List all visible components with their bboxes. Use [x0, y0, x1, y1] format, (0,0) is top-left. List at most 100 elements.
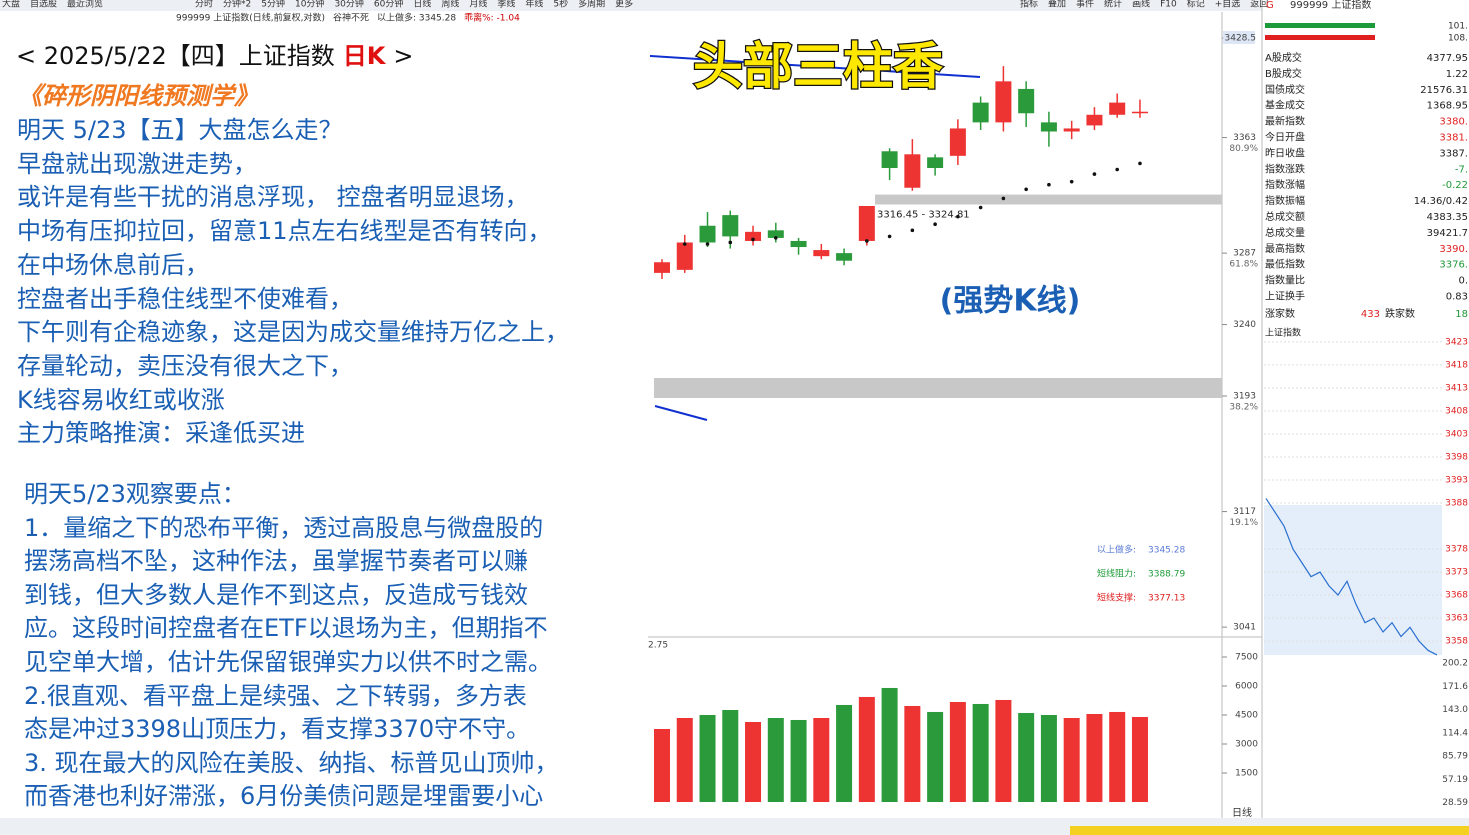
row-label: 昨日收盘: [1265, 146, 1305, 159]
row-value: 0.83: [1446, 292, 1468, 303]
candle-body: [927, 157, 944, 168]
y-tick-label: 3418: [1445, 360, 1468, 370]
chart-info: 乖离%: -1.04: [464, 12, 520, 24]
volume-bar: [745, 721, 762, 802]
row-label: B股成交: [1265, 67, 1302, 80]
toolbar-item: 统计: [1104, 0, 1122, 10]
y-tick-label: 3000: [1235, 739, 1258, 749]
stop-dot: [978, 205, 983, 210]
ratio-bar: [1265, 35, 1375, 40]
volume-bar: [813, 717, 830, 802]
text-line: 到钱，但大多数人是作不到这点，反造成亏钱效: [24, 580, 528, 609]
fib-label: 61.8%: [1229, 260, 1258, 270]
toolbar-item: 10分钟: [295, 0, 324, 10]
overlay-subtitle: (强势K线): [940, 284, 1081, 319]
volume-bar: [972, 703, 989, 802]
y-tick-label: 3041: [1233, 623, 1256, 633]
header: < 2025/5/22【四】上证指数 日K >: [16, 36, 422, 71]
y-tick-label: 7500: [1235, 652, 1258, 662]
candle-body: [995, 81, 1012, 123]
top-value: 101.: [1448, 22, 1468, 32]
text-line: 中场有压抑拉回，留意11点左右线型是否有转向，: [17, 217, 552, 246]
volume-bar: [949, 701, 966, 802]
indicator-value: 3345.28: [1148, 546, 1185, 556]
text-line: 或许是有些干扰的消息浮现， 控盘者明显退场，: [17, 183, 529, 212]
text-line: 摆荡高档不坠，这种作法，虽掌握节奏者可以赚: [24, 547, 528, 576]
toolbar-item: 分时: [195, 0, 213, 10]
text-line: 态是冲过3398山顶压力，看支撑3370守不守。: [24, 715, 531, 744]
candle-body: [654, 262, 670, 273]
y-tick-label: 6000: [1235, 681, 1258, 691]
toolbar-item: 更多: [615, 0, 633, 10]
ratio-bar: [1265, 23, 1375, 28]
y-tick-label: 3240: [1233, 320, 1256, 330]
indicator-name: 短线支撑:: [1097, 592, 1136, 604]
volume-bar: [904, 705, 921, 802]
stop-dot: [887, 234, 892, 239]
stop-dot: [705, 242, 710, 246]
candle-body: [1109, 102, 1126, 115]
candle-body: [881, 151, 898, 168]
candle-body: [949, 128, 966, 156]
y-tick-label: 3403: [1445, 429, 1468, 439]
row-label: 上证换手: [1265, 290, 1305, 303]
row-label: 基金成交: [1265, 99, 1305, 112]
text-line: 而香港也利好滞涨，6月份美债问题是埋雷要小心: [24, 782, 544, 811]
breadth-value: 433: [1361, 309, 1380, 320]
fib-label: 19.1%: [1229, 518, 1258, 528]
breadth-label: 涨家数: [1265, 307, 1295, 320]
text-line: 2.很直观、看平盘上是续强、之下转弱，多方表: [24, 681, 527, 710]
toolbar-item: 30分钟: [334, 0, 363, 10]
toolbar-item: 60分钟: [374, 0, 403, 10]
toolbar-item: 年线: [525, 0, 543, 10]
side-title: 999999 上证指数: [1290, 0, 1371, 11]
candle-body: [836, 253, 853, 261]
text-line: 早盘就出现激进走势，: [17, 149, 257, 178]
volume-bar: [676, 717, 693, 802]
row-value: 3390.: [1439, 244, 1468, 255]
stop-dot: [1092, 172, 1097, 176]
row-value: -0.22: [1442, 180, 1468, 191]
row-label: 指数涨跌: [1265, 162, 1305, 175]
header-part: 日K: [342, 42, 386, 70]
intraday-line: [1265, 498, 1438, 656]
candle-body: [904, 154, 921, 188]
chart-info: 以上做多: 3345.28: [377, 12, 456, 24]
volume-bar: [1063, 717, 1080, 802]
overlay-title: 头部三柱香: [693, 38, 943, 96]
breadth-value: 18: [1455, 309, 1468, 320]
text-line: 控盘者出手稳住线型不使难看，: [17, 284, 353, 313]
y-tick-label: 3428.5: [1225, 34, 1257, 44]
volume-bar: [1018, 712, 1035, 802]
toolbar-item: F10: [1160, 0, 1177, 10]
y-tick-label: 85.79: [1442, 752, 1468, 762]
stop-dot: [728, 240, 733, 245]
band-label: 3316.45 - 3324.81: [877, 209, 970, 220]
toolbar-item: 标记: [1187, 0, 1205, 10]
chart-info: 999999 上证指数(日线,前复权,对数): [176, 12, 325, 24]
row-value: 1368.95: [1427, 101, 1468, 112]
toolbar-item: 5分钟: [261, 0, 285, 10]
y-tick-label: 114.4: [1442, 728, 1468, 738]
toolbar-item: 5秒: [553, 0, 568, 10]
candle-body: [858, 205, 875, 241]
y-tick-label: 3368: [1445, 591, 1468, 601]
y-tick-label: 3363: [1233, 133, 1256, 143]
row-label: 国债成交: [1265, 83, 1305, 96]
side-flag: G: [1266, 0, 1274, 11]
y-tick-label: 3373: [1445, 568, 1468, 578]
chart-info: 谷神不死: [333, 12, 369, 24]
row-label: 总成交量: [1265, 226, 1305, 239]
y-tick-label: 3193: [1233, 392, 1256, 402]
y-tick-label: 3378: [1445, 545, 1468, 555]
stop-dot: [751, 237, 755, 242]
indicator-value: 3377.13: [1148, 594, 1185, 604]
toolbar-item: +自选: [1215, 0, 1241, 10]
row-value: 39421.7: [1427, 228, 1468, 239]
stop-dot: [933, 222, 937, 227]
text-line: 在中场休息前后，: [17, 250, 209, 279]
zone-band: [875, 194, 1222, 205]
y-tick-label: 200.2: [1442, 658, 1468, 668]
text-line: 见空单大增，估计先保留银弹实力以供不时之需。: [24, 648, 552, 676]
